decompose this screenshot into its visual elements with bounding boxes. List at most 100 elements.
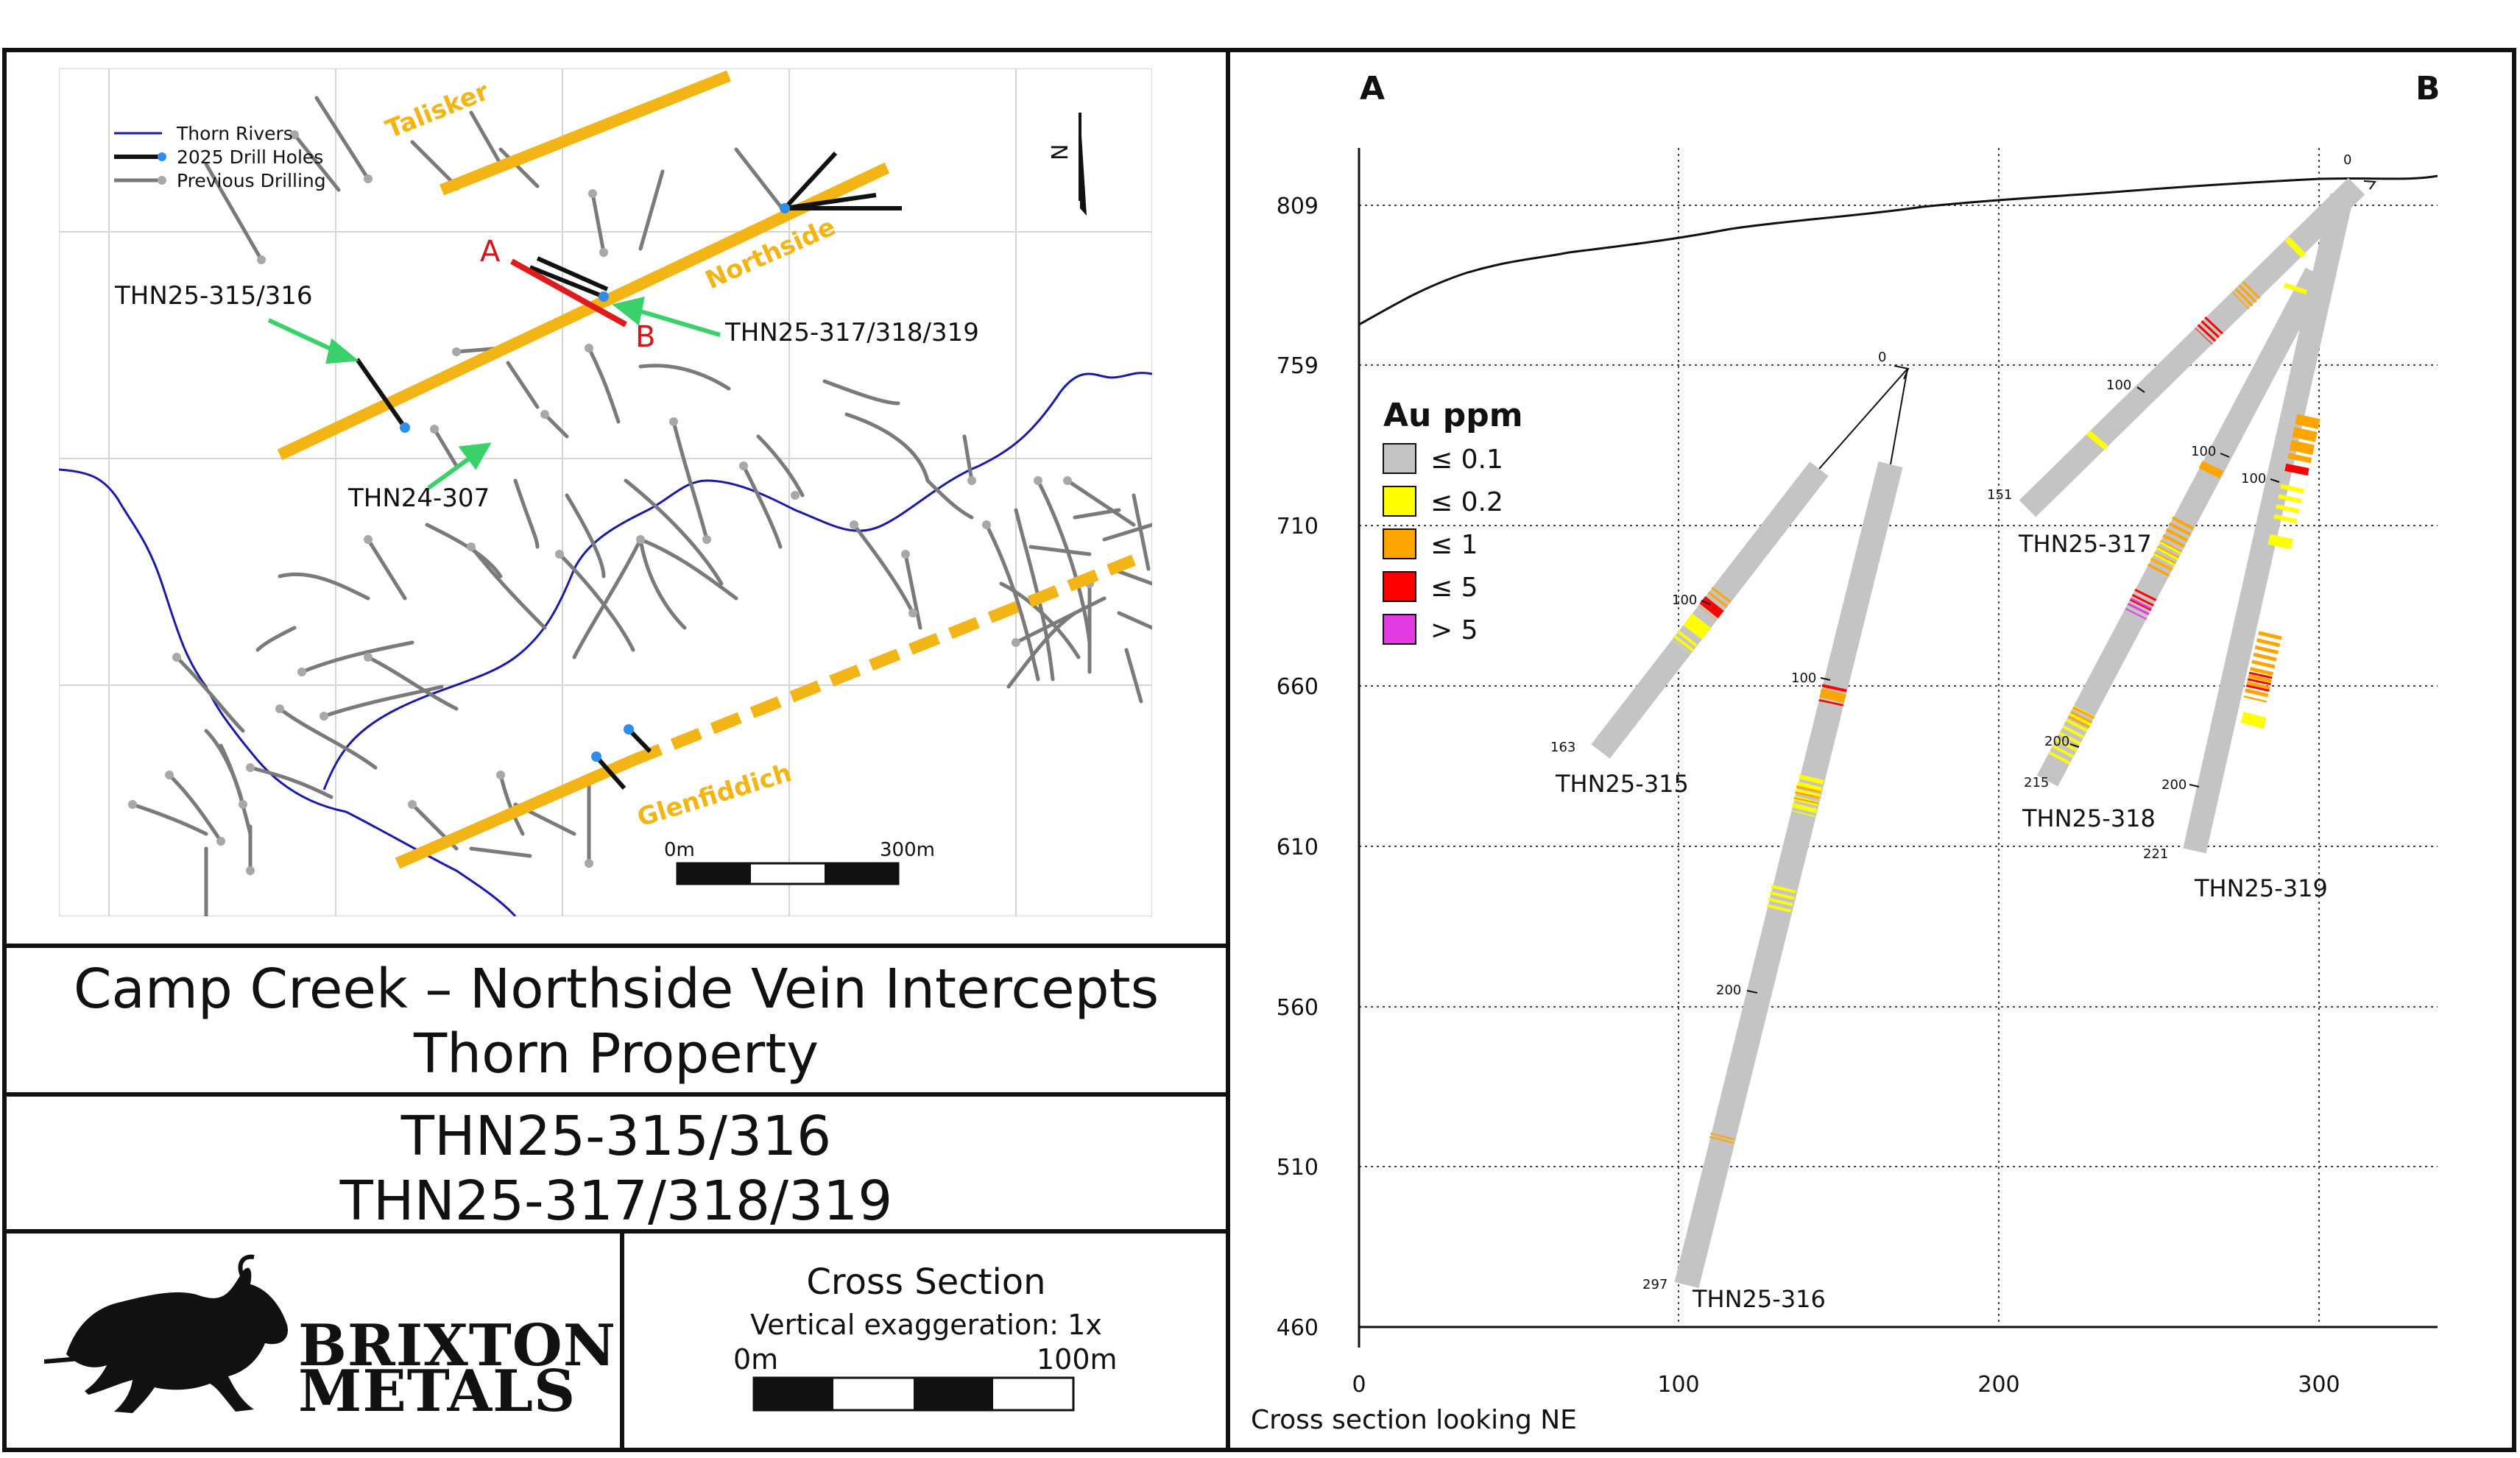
- depth-label: 151: [1987, 487, 2012, 503]
- panel-divider: [1226, 48, 1230, 1452]
- cross-section: A B 809 759 710 660 610 560 510 460 0 10…: [1251, 70, 2440, 1435]
- depth-label: 297: [1642, 1277, 1667, 1292]
- map-scale-start: 0m: [664, 839, 695, 861]
- x-tick: 0: [1352, 1372, 1366, 1398]
- caption-divider: [2, 1229, 1228, 1234]
- depth-label: 200: [1716, 983, 1741, 998]
- hole-names: THN25-315 THN25-316 THN25-317 THN25-318 …: [1555, 530, 2328, 1313]
- hole-label-307: THN24-307: [347, 484, 490, 513]
- au-legend-label: ≤ 0.1: [1430, 445, 1503, 475]
- holes-caption: THN25-315/316 THN25-317/318/319: [7, 1104, 1226, 1234]
- collar-depth-label-b: 0: [2343, 152, 2351, 168]
- au-legend-label: ≤ 5: [1430, 573, 1478, 603]
- hole-trace-318: [2036, 267, 2327, 787]
- title-line-1: Camp Creek – Northside Vein Intercepts: [73, 958, 1160, 1021]
- au-legend-label: > 5: [1430, 615, 1478, 645]
- river-lines: [59, 372, 1152, 916]
- depth-label: 163: [1550, 740, 1575, 755]
- hole-name-315: THN25-315: [1555, 770, 1689, 798]
- depth-label: 200: [2161, 777, 2187, 793]
- hole-trace-316: [1674, 461, 1903, 1289]
- depth-label: 100: [2106, 378, 2131, 393]
- legend-rivers: Thorn Rivers: [176, 123, 293, 144]
- title-line-2: Thorn Property: [413, 1022, 819, 1086]
- hole-name-317: THN25-317: [2018, 530, 2152, 558]
- depth-label: 100: [1791, 670, 1816, 686]
- section-line: [510, 258, 627, 328]
- holes-caption-line-1: THN25-315/316: [400, 1105, 832, 1168]
- depth-label: 100: [2191, 444, 2216, 459]
- callout-arrows: [267, 297, 721, 490]
- y-tick: 560: [1277, 995, 1319, 1021]
- footer-divider: [620, 1229, 624, 1452]
- company-logo: BRIXTON METALS: [44, 1244, 615, 1420]
- depth-label: 100: [2241, 471, 2266, 486]
- section-axes: [1358, 148, 2438, 1348]
- hole-trace-319: [2183, 193, 2354, 854]
- legend-drill-2025: 2025 Drill Holes: [177, 146, 323, 168]
- y-axis-ticks: 809 759 710 660 610 560 510 460: [1277, 194, 1319, 1341]
- y-tick: 710: [1277, 514, 1319, 539]
- depth-labels: 100 163 100 200 297 100 151 100 200 215 …: [1550, 378, 2266, 1292]
- map-bottom-divider: [2, 944, 1228, 948]
- map-scale-end: 300m: [880, 839, 935, 861]
- brand-line-2: METALS: [298, 1358, 576, 1425]
- collar-traces: [1818, 180, 2376, 470]
- hole-label-317: THN25-317/318/319: [724, 318, 979, 347]
- legend-prev-drilling: Previous Drilling: [177, 170, 326, 191]
- depth-label: 200: [2044, 734, 2069, 749]
- vein-traces: [277, 70, 1136, 869]
- hole-trace-317: [2019, 177, 2365, 517]
- y-tick: 610: [1277, 835, 1319, 860]
- xs-info-subtitle: Vertical exaggeration: 1x: [750, 1309, 1102, 1341]
- hole-traces: [1591, 177, 2365, 1289]
- section-end-b-label: B: [635, 320, 655, 354]
- section-caption: Cross section looking NE: [1251, 1405, 1577, 1435]
- y-tick: 809: [1277, 194, 1319, 219]
- figure-frame: [2, 48, 2516, 1452]
- hole-name-316: THN25-316: [1692, 1285, 1826, 1313]
- y-tick: 460: [1277, 1315, 1319, 1341]
- drill-holes-2025: [355, 151, 902, 790]
- section-corner-b: B: [2415, 70, 2440, 107]
- drill-collars-2025: [400, 203, 790, 762]
- depth-label: 215: [2024, 775, 2049, 790]
- x-tick: 100: [1657, 1372, 1699, 1398]
- cross-section-info: Cross Section Vertical exaggeration: 1x …: [624, 1229, 1228, 1452]
- au-legend: Au ppm ≤ 0.1 ≤ 0.2 ≤ 1 ≤ 5 > 5: [1383, 397, 1523, 645]
- plan-map: A B Talisker Northside Glenfiddich THN25…: [59, 68, 1152, 916]
- figure-title: Camp Creek – Northside Vein Intercepts T…: [7, 957, 1226, 1086]
- hole-trace-315: [1591, 461, 1829, 759]
- au-legend-label: ≤ 0.2: [1430, 487, 1503, 517]
- title-divider: [2, 1092, 1228, 1097]
- xs-scale-end: 100m: [1037, 1343, 1118, 1376]
- bull-logo-icon: [44, 1254, 288, 1413]
- xs-scale-start: 0m: [733, 1343, 778, 1376]
- x-axis-ticks: 0 100 200 300: [1352, 1372, 2340, 1398]
- north-label: N: [1048, 144, 1073, 160]
- map-grid: [59, 68, 1152, 916]
- x-tick: 200: [1977, 1372, 2019, 1398]
- north-arrow: N: [1048, 113, 1087, 216]
- section-corner-a: A: [1360, 70, 1385, 107]
- hole-label-315: THN25-315/316: [114, 281, 313, 311]
- map-scale-bar: 0m 300m: [664, 839, 935, 885]
- depth-label: 100: [1672, 592, 1697, 608]
- map-legend: Thorn Rivers 2025 Drill Holes Previous D…: [114, 123, 326, 191]
- collar-depth-label: 0: [1878, 350, 1886, 365]
- au-legend-label: ≤ 1: [1430, 530, 1478, 560]
- x-tick: 300: [2298, 1372, 2340, 1398]
- depth-tick-marks: [1701, 386, 2280, 994]
- section-end-a-label: A: [480, 235, 501, 269]
- xs-info-title: Cross Section: [806, 1261, 1046, 1303]
- depth-label: 221: [2143, 846, 2168, 862]
- brand-line-1: BRIXTON: [298, 1312, 617, 1379]
- au-legend-title: Au ppm: [1383, 397, 1523, 434]
- holes-caption-line-2: THN25-317/318/319: [339, 1169, 893, 1233]
- y-tick: 759: [1277, 353, 1319, 379]
- hole-name-318: THN25-318: [2022, 804, 2156, 832]
- topography-line: [1358, 174, 2438, 326]
- y-tick: 660: [1277, 674, 1319, 700]
- y-tick: 510: [1277, 1155, 1319, 1181]
- xs-scale-bar: 0m 100m: [733, 1343, 1118, 1412]
